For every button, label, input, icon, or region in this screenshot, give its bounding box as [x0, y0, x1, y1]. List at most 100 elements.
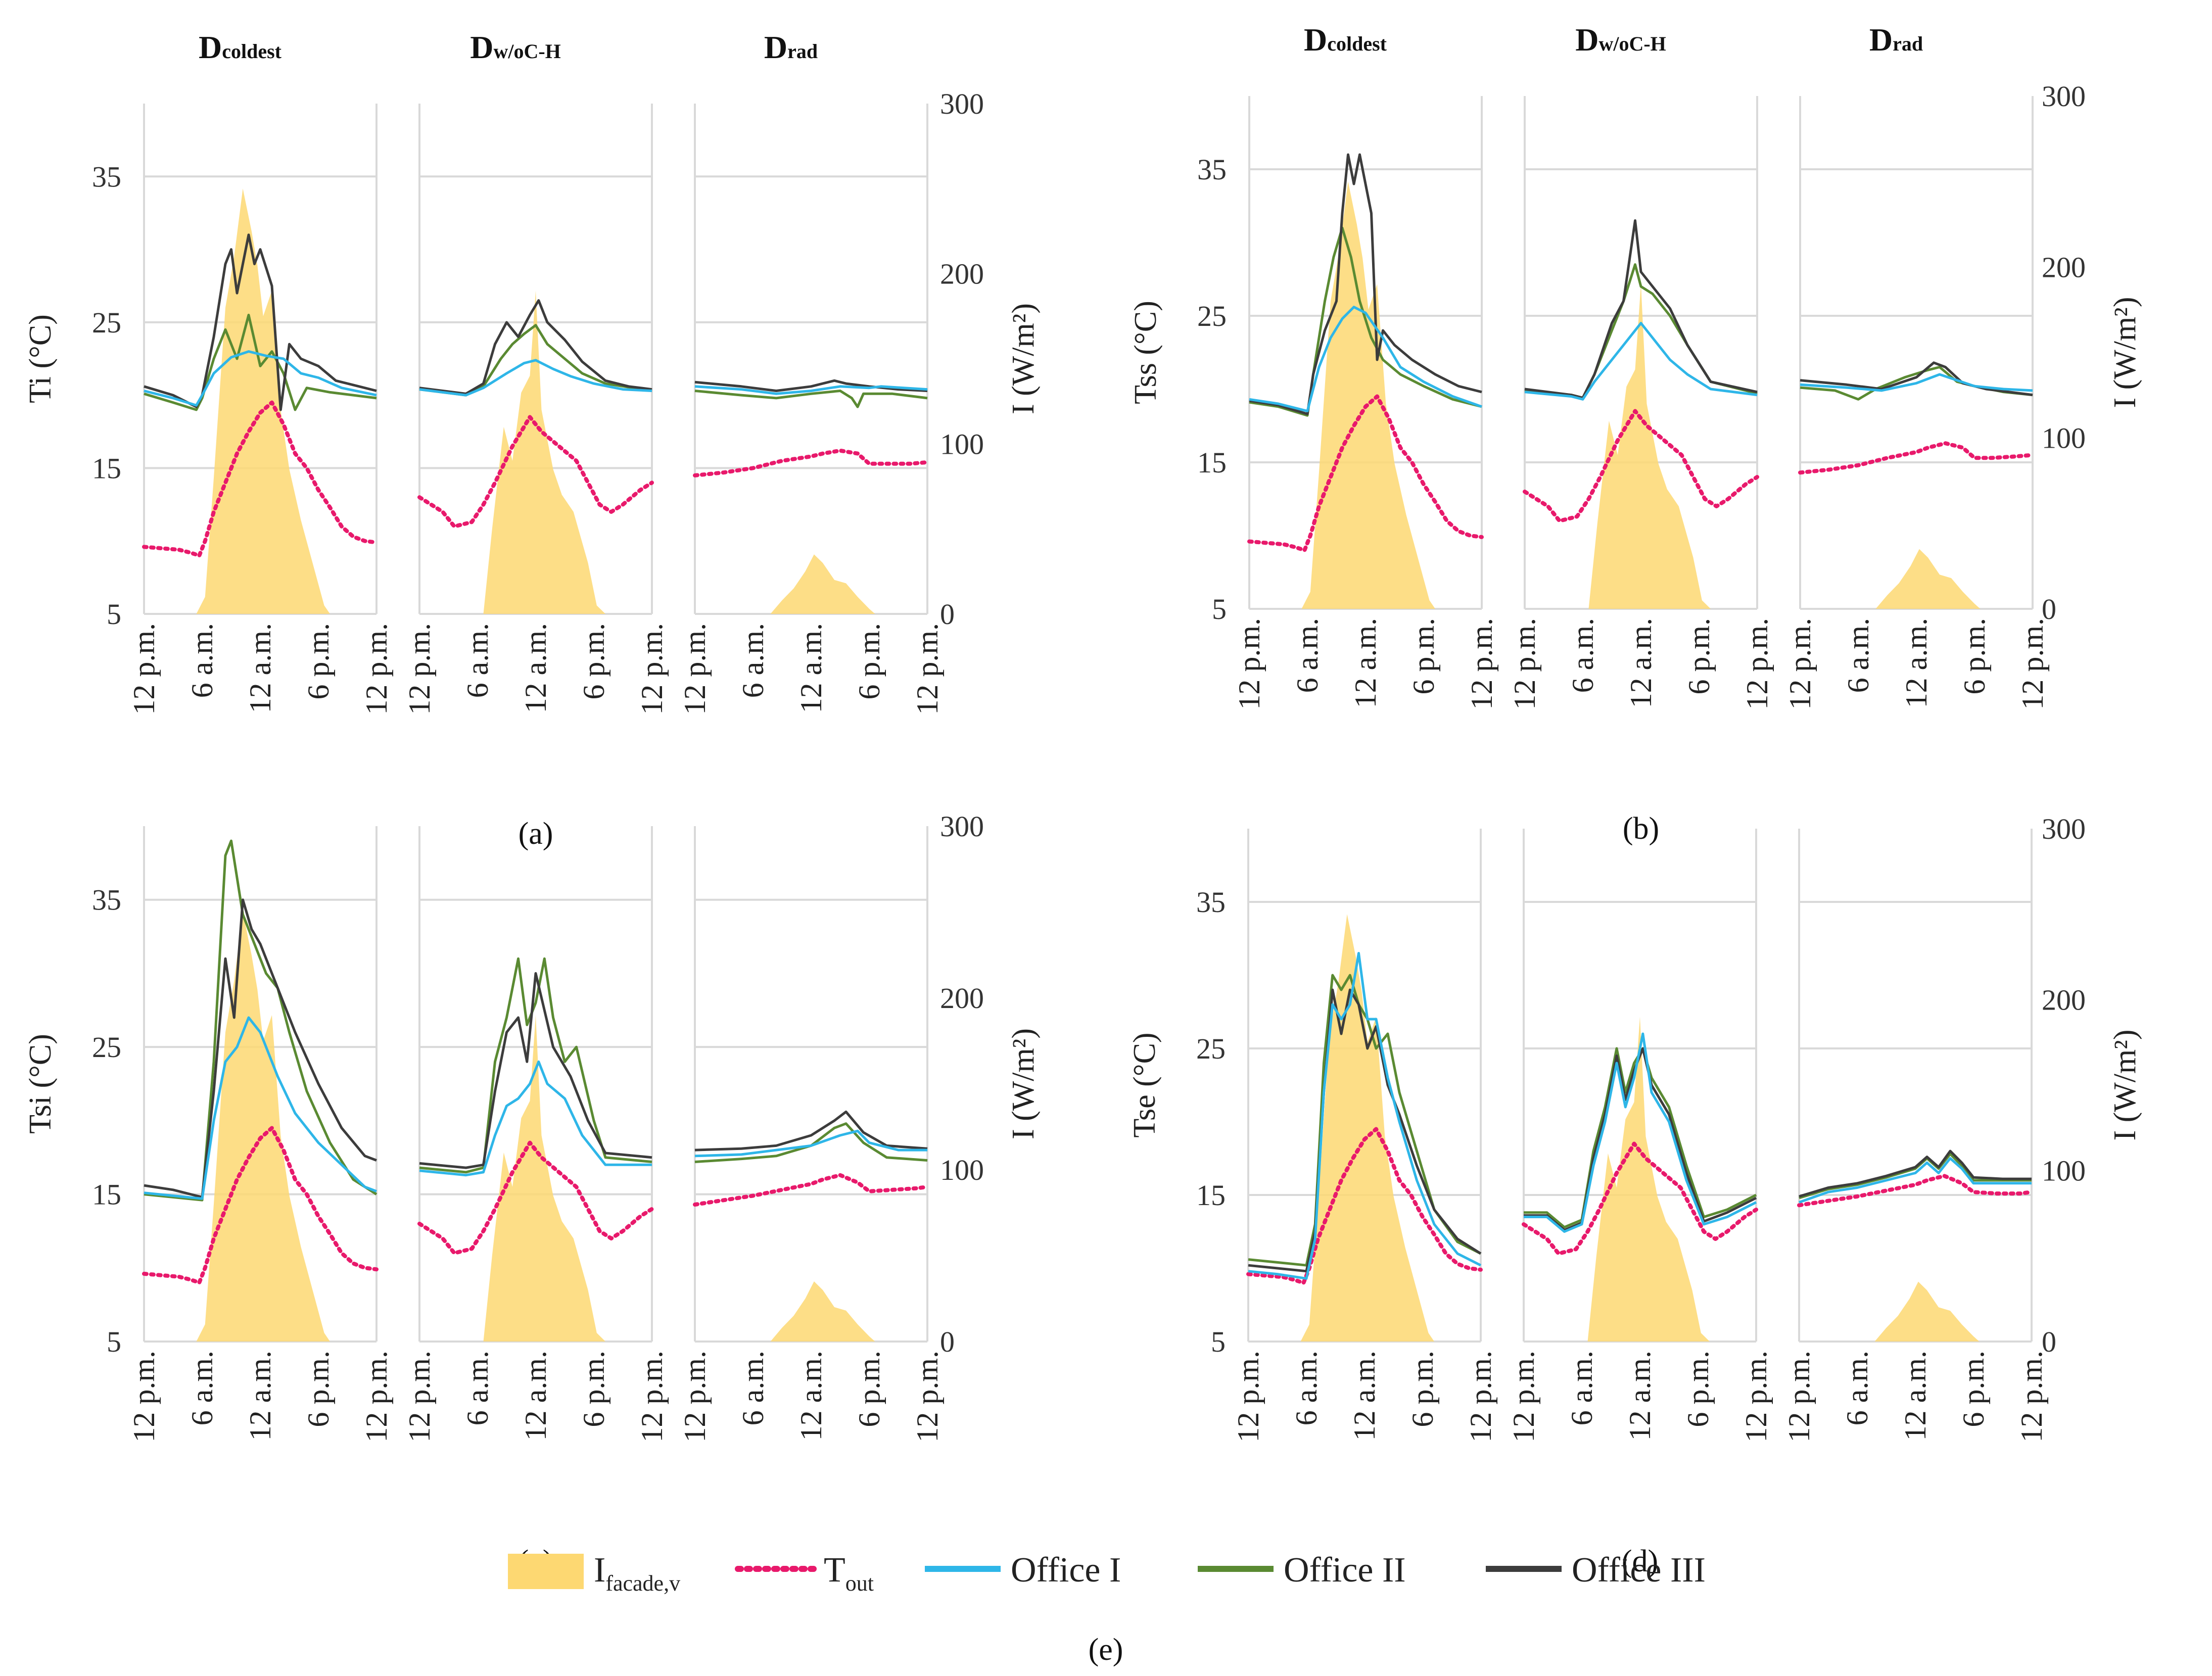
scenario-panel: 12 p.m. 6 a.m. 12 a.m. 6 p.m. 12 p.m.	[1507, 829, 1773, 1443]
scenario-panel: 12 p.m. 6 a.m. 12 a.m. 6 p.m. 12 p.m. Dw/oC-H	[403, 29, 669, 715]
legend-label: Ifacade,v	[594, 1551, 680, 1596]
y-axis-label: Tse (°C)	[1127, 1032, 1162, 1137]
x-tick-label: 12 p.m.	[678, 1351, 712, 1443]
y-axis-label: Tsi (°C)	[23, 1034, 58, 1134]
scenario-panel: 12 p.m. 6 a.m. 12 a.m. 6 p.m. 12 p.m. Dcoldes…	[127, 29, 393, 715]
x-tick-label: 6 a.m.	[185, 623, 219, 698]
legend-label: Tout	[824, 1551, 874, 1596]
left-tick-label: 5	[107, 598, 121, 631]
x-tick-label: 6 p.m.	[1406, 1351, 1439, 1427]
scenario-panel: 12 p.m. 6 a.m. 12 a.m. 6 p.m. 12 p.m. Drad	[678, 29, 944, 715]
x-tick-label: 12 p.m.	[403, 1351, 436, 1443]
irradiance-area	[770, 554, 875, 614]
panel-caption: (b)	[1623, 811, 1659, 846]
x-tick-label: 12 a.m.	[1623, 1351, 1657, 1441]
x-tick-label: 6 a.m.	[1565, 1351, 1598, 1425]
left-tick-label: 25	[1196, 1032, 1226, 1065]
tout-line	[1522, 1141, 1758, 1256]
x-tick-label: 12 a.m.	[519, 1351, 552, 1441]
y-axis-label: Tss (°C)	[1128, 301, 1163, 404]
office2-line	[144, 313, 377, 411]
irradiance-area	[196, 912, 330, 1342]
x-tick-label: 6 a.m.	[185, 1351, 219, 1425]
office3-line	[419, 299, 652, 395]
x-tick-label: 12 p.m.	[1782, 1351, 1816, 1443]
tout-line	[1247, 394, 1484, 552]
left-tick-label: 25	[1197, 300, 1227, 332]
left-tick-label: 5	[107, 1325, 121, 1358]
legend-caption: (e)	[1089, 1633, 1123, 1667]
office1-line	[1524, 1032, 1757, 1233]
right-tick-label: 300	[940, 810, 984, 843]
right-tick-label: 100	[2042, 1155, 2086, 1187]
x-tick-label: 6 p.m.	[853, 1351, 886, 1427]
scenario-panel: 12 p.m. 6 a.m. 12 a.m. 6 p.m. 12 p.m. Dcoldes…	[1233, 22, 1498, 710]
tout-line	[1797, 1174, 2034, 1208]
right-tick-label: 0	[940, 1325, 955, 1358]
left-tick-label: 15	[1197, 446, 1227, 479]
tout-line	[1523, 409, 1759, 523]
left-tick-label: 5	[1212, 593, 1227, 626]
legend-label: Office II	[1284, 1551, 1406, 1590]
x-tick-label: 6 p.m.	[1958, 618, 1991, 695]
x-tick-label: 6 a.m.	[1566, 618, 1599, 693]
chart-a: Ti (°C) 5 15 25 35 I (W/m²) 0 100 200 300 (a) 12 p.…	[23, 29, 1041, 851]
x-tick-label: 12 p.m.	[2016, 618, 2049, 710]
office3-line	[144, 898, 377, 1199]
x-tick-label: 12 p.m.	[127, 1351, 161, 1443]
x-tick-label: 12 p.m.	[1507, 1351, 1540, 1443]
scenario-panel: 12 p.m. 6 a.m. 12 a.m. 6 p.m. 12 p.m.	[403, 826, 669, 1443]
x-tick-label: 12 p.m.	[1508, 618, 1541, 710]
x-tick-label: 12 p.m.	[1232, 1351, 1265, 1443]
x-tick-label: 12 p.m.	[678, 623, 712, 715]
legend-swatch	[508, 1554, 584, 1589]
left-tick-label: 25	[92, 1031, 121, 1064]
office1-line	[419, 1060, 652, 1177]
office1-line	[1248, 952, 1482, 1280]
right-tick-label: 0	[940, 598, 955, 631]
tout-line	[1246, 1127, 1483, 1285]
office1-line	[1799, 1157, 2032, 1204]
x-tick-label: 6 a.m.	[1842, 618, 1875, 693]
x-tick-label: 12 a.m.	[794, 623, 828, 713]
y-axis-label: Ti (°C)	[23, 314, 58, 403]
scenario-panel: 12 p.m. 6 a.m. 12 a.m. 6 p.m. 12 p.m.	[1782, 829, 2048, 1443]
scenario-panel: 12 p.m. 6 a.m. 12 a.m. 6 p.m. 12 p.m. Dw/oC-H	[1508, 22, 1774, 710]
scenario-panel: 12 p.m. 6 a.m. 12 a.m. 6 p.m. 12 p.m.	[127, 826, 393, 1443]
left-tick-label: 35	[92, 884, 121, 917]
x-tick-label: 6 a.m.	[1841, 1351, 1874, 1425]
tout-line	[417, 1140, 654, 1256]
office2-line	[1524, 1047, 1757, 1229]
x-tick-label: 6 p.m.	[1407, 618, 1440, 695]
irradiance-area	[483, 1015, 605, 1342]
x-tick-label: 6 p.m.	[577, 1351, 610, 1427]
left-tick-label: 5	[1211, 1325, 1226, 1358]
left-tick-label: 15	[92, 1178, 121, 1211]
x-tick-label: 12 p.m.	[635, 623, 669, 715]
irradiance-area	[1588, 284, 1711, 609]
tout-line	[142, 1126, 379, 1285]
right-axis-label: I (W/m²)	[2108, 297, 2142, 408]
irradiance-area	[483, 291, 605, 614]
x-tick-label: 12 p.m.	[127, 623, 161, 715]
x-tick-label: 12 p.m.	[1233, 618, 1266, 710]
office3-line	[1248, 988, 1482, 1273]
left-tick-label: 35	[1197, 153, 1227, 186]
panel-caption: (d)	[1622, 1544, 1658, 1578]
right-tick-label: 200	[2042, 251, 2086, 283]
irradiance-area	[1300, 914, 1434, 1342]
tout-line	[693, 1173, 929, 1207]
right-tick-label: 200	[940, 982, 984, 1015]
tout-line	[693, 448, 929, 477]
chart-b: Tss (°C) 5 15 25 35 I (W/m²) 0 100 200 300 (b) 12 p…	[1128, 22, 2142, 846]
x-tick-label: 6 a.m.	[461, 1351, 494, 1425]
right-tick-label: 300	[2042, 80, 2086, 113]
office3-line	[1249, 153, 1482, 415]
x-tick-label: 6 a.m.	[1291, 618, 1324, 693]
x-tick-label: 12 a.m.	[1624, 618, 1658, 708]
irradiance-area	[1875, 549, 1981, 609]
x-tick-label: 6 a.m.	[736, 1351, 770, 1425]
office1-line	[1524, 322, 1758, 401]
panel-title: Dw/oC-H	[470, 29, 561, 65]
